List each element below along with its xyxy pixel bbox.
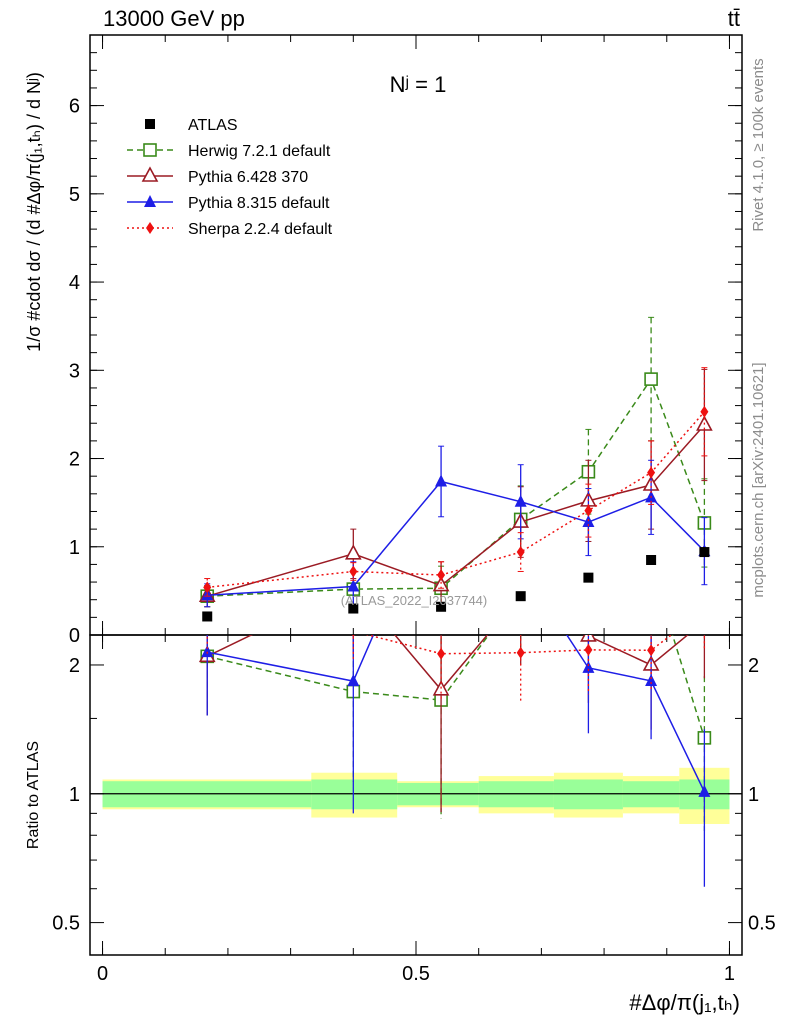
legend-label-pythia-6-428-370: Pythia 6.428 370 bbox=[188, 169, 308, 186]
atlas-point bbox=[436, 601, 447, 612]
legend-marker-herwig-7-2-1-default bbox=[143, 143, 157, 157]
series-line-sherpa-2-2-4-default bbox=[207, 411, 705, 589]
atlas-point bbox=[515, 591, 526, 602]
point-sherpa-2-2-4-default bbox=[349, 565, 358, 578]
ratio-series bbox=[198, 593, 712, 887]
legend-label-atlas: ATLAS bbox=[188, 117, 238, 134]
ratio-y-tick-label: 2 bbox=[69, 655, 80, 677]
y-tick-label: 5 bbox=[69, 184, 80, 206]
legend-label-herwig-7-2-1-default: Herwig 7.2.1 default bbox=[188, 143, 331, 160]
point-pythia-8-315-default bbox=[347, 579, 360, 592]
x-tick-label: 0.5 bbox=[402, 963, 430, 985]
x-tick-label: 0 bbox=[97, 963, 108, 985]
point-sherpa-2-2-4-default bbox=[437, 569, 446, 581]
point-herwig-7-2-1-default bbox=[644, 372, 658, 386]
series-line-herwig-7-2-1-default bbox=[207, 377, 706, 597]
atlas-point bbox=[646, 555, 657, 565]
legend-label-pythia-8-315-default: Pythia 8.315 default bbox=[188, 195, 330, 212]
ratio-point-pythia-8-315-default bbox=[201, 645, 214, 658]
rivet-version-label: Rivet 4.1.0, ≥ 100k events bbox=[750, 58, 767, 231]
point-sherpa-2-2-4-default bbox=[647, 466, 656, 479]
legend-label-sherpa-2-2-4-default: Sherpa 2.2.4 default bbox=[188, 221, 333, 238]
y-tick-label: 2 bbox=[69, 449, 80, 471]
ratio-point-sherpa-2-2-4-default bbox=[700, 604, 708, 616]
x-axis-title: #Δφ/π(j₁,tₕ) bbox=[629, 990, 740, 1015]
atlas-point bbox=[202, 611, 213, 622]
ratio-y-tick-label-right: 1 bbox=[748, 784, 759, 806]
ratio-line-sherpa-2-2-4-default bbox=[365, 635, 673, 655]
y-axis-title: 1/σ #cdot dσ / (d #Δφ/π(j₁,tₕ) / d Nʲ) bbox=[24, 72, 44, 352]
point-pythia-8-315-default bbox=[435, 474, 448, 487]
atlas-data-points bbox=[202, 547, 710, 622]
axis-tick-labels: 0 0.5 1 0 1 2 3 4 5 6 0.5 0.5 1 1 2 2 bbox=[52, 96, 776, 985]
ratio-y-tick-label: 1 bbox=[69, 784, 80, 806]
ratio-uncertainty-bands bbox=[90, 767, 742, 824]
point-sherpa-2-2-4-default bbox=[516, 546, 525, 559]
ratio-point-pythia-8-315-default bbox=[582, 660, 595, 673]
ratio-y-tick-label-right: 0.5 bbox=[748, 913, 776, 935]
ratio-y-tick-label-right: 2 bbox=[748, 655, 759, 677]
ratio-y-tick-label: 0.5 bbox=[52, 913, 80, 935]
legend: ATLAS Herwig 7.2.1 default Pythia 6.428 37… bbox=[127, 117, 333, 238]
legend-marker-pythia-8-315-default bbox=[144, 195, 156, 207]
y-tick-label: 0 bbox=[69, 625, 80, 647]
ratio-point-pythia-8-315-default bbox=[698, 784, 711, 797]
mcplots-label: mcplots.cern.ch [arXiv:2401.10621] bbox=[750, 362, 767, 597]
point-sherpa-2-2-4-default bbox=[700, 405, 709, 418]
point-pythia-8-315-default bbox=[514, 494, 527, 507]
y-tick-label: 6 bbox=[69, 96, 80, 118]
ratio-point-pythia-8-315-default bbox=[347, 674, 360, 687]
point-sherpa-2-2-4-default bbox=[584, 504, 593, 517]
ratio-y-axis-title: Ratio to ATLAS bbox=[25, 741, 42, 849]
ratio-point-sherpa-2-2-4-default bbox=[437, 647, 446, 660]
y-tick-label: 4 bbox=[69, 272, 80, 294]
energy-label: 13000 GeV pp bbox=[103, 6, 245, 31]
ratio-point-sherpa-2-2-4-default bbox=[516, 646, 525, 659]
point-pythia-6-428-370 bbox=[344, 544, 362, 560]
ratio-point-herwig-7-2-1-default bbox=[582, 593, 594, 605]
process-label: tt̄ bbox=[728, 6, 740, 31]
x-tick-label: 1 bbox=[724, 963, 735, 985]
ratio-point-pythia-8-315-default bbox=[645, 673, 658, 686]
y-tick-label: 1 bbox=[69, 537, 80, 559]
main-series bbox=[198, 316, 713, 612]
atlas-point bbox=[699, 547, 710, 558]
legend-marker-sherpa-2-2-4-default bbox=[146, 222, 154, 234]
ratio-point-sherpa-2-2-4-default bbox=[351, 635, 355, 638]
point-sherpa-2-2-4-default bbox=[203, 581, 212, 594]
axis-ticks bbox=[90, 34, 742, 955]
ratio-point-pythia-6-428-370 bbox=[697, 613, 711, 626]
atlas-point bbox=[583, 572, 594, 583]
plot-title: Nʲ = 1 bbox=[390, 72, 447, 97]
analysis-watermark: (ATLAS_2022_I2037744) bbox=[341, 593, 487, 608]
point-pythia-6-428-370 bbox=[432, 575, 450, 592]
legend-marker-pythia-6-428-370 bbox=[141, 166, 159, 182]
legend-marker-atlas bbox=[145, 119, 155, 129]
series-line-pythia-8-315-default bbox=[207, 480, 705, 597]
atlas-point bbox=[348, 603, 359, 614]
ratio-point-sherpa-2-2-4-default bbox=[584, 643, 593, 656]
ratio-point-sherpa-2-2-4-default bbox=[647, 644, 656, 657]
y-tick-label: 3 bbox=[69, 360, 80, 382]
